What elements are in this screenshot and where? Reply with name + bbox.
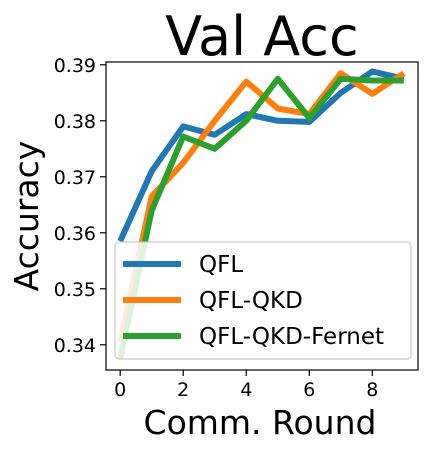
legend-box xyxy=(114,241,412,360)
x-tick-label: 8 xyxy=(366,379,378,401)
legend-label-3: QFL-QKD-Fernet xyxy=(199,324,384,350)
y-tick-label: 0.38 xyxy=(54,111,96,133)
y-tick-label: 0.34 xyxy=(54,335,96,357)
x-tick-label: 4 xyxy=(240,379,252,401)
y-axis-label: Accuracy xyxy=(7,141,46,292)
legend-label-1: QFL xyxy=(199,252,243,278)
x-tick-label: 6 xyxy=(303,379,315,401)
legend-label-2: QFL-QKD xyxy=(199,288,303,314)
x-tick-label: 0 xyxy=(114,379,126,401)
x-axis: 0 2 4 6 8 xyxy=(114,370,378,401)
y-tick-label: 0.35 xyxy=(54,279,96,301)
y-tick-label: 0.36 xyxy=(54,223,96,245)
series-layer xyxy=(117,68,406,360)
y-tick-label: 0.39 xyxy=(54,55,96,77)
x-tick-label: 2 xyxy=(177,379,189,401)
legend: QFL QFL-QKD QFL-QKD-Fernet xyxy=(114,241,412,360)
x-axis-label: Comm. Round xyxy=(144,403,377,442)
chart-title: Val Acc xyxy=(165,5,358,68)
y-axis: 0.34 0.35 0.36 0.37 0.38 0.39 xyxy=(54,55,106,357)
series-line-3 xyxy=(117,75,404,360)
plot-frame xyxy=(105,61,419,371)
y-tick-label: 0.37 xyxy=(54,167,96,189)
